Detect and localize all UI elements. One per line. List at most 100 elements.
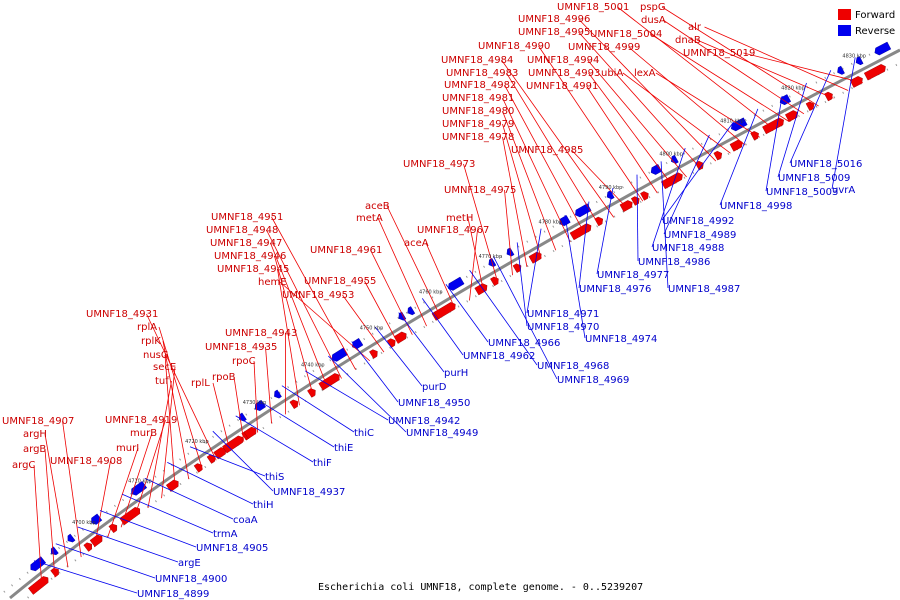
forward-leader-line: [587, 59, 687, 178]
forward-gene: [206, 454, 216, 464]
reverse-gene: [352, 338, 364, 350]
genome-caption: Escherichia coli UMNF18, complete genome…: [318, 582, 643, 593]
forward-gene: [750, 131, 759, 141]
reverse-leader-line: [789, 70, 832, 164]
reverse-gene-label: thiE: [334, 443, 353, 454]
forward-gene-label: secE: [153, 362, 176, 373]
reverse-gene-label: UMNF18_4899: [137, 589, 209, 600]
forward-gene-label: UMNF18_4935: [205, 342, 277, 353]
reverse-gene-label: UMNF18_4900: [155, 574, 227, 585]
forward-leader-line: [469, 229, 478, 301]
forward-gene-label: UMNF18_5004: [590, 29, 662, 40]
kbp-tick-label: 4830 kbp: [842, 53, 866, 59]
reverse-gene: [575, 203, 592, 218]
forward-gene-label: UMNF18_4945: [217, 264, 289, 275]
kbp-tick-label: 4770 kbp: [479, 254, 503, 260]
forward-leader-line: [164, 354, 176, 489]
forward-leader-line: [504, 189, 513, 276]
forward-gene-label: rplL: [191, 378, 210, 389]
forward-gene-label: UMNF18_4979: [442, 119, 514, 130]
reverse-leader-line: [663, 134, 710, 235]
reverse-gene-label: UMNF18_4976: [579, 284, 651, 295]
reverse-gene-label: UMNF18_4949: [406, 428, 478, 439]
reverse-gene-label: UMNF18_4992: [662, 216, 734, 227]
legend-reverse-swatch: [838, 25, 851, 36]
reverse-leader-line: [55, 543, 156, 579]
forward-leader-line: [650, 33, 790, 122]
forward-gene: [28, 576, 49, 595]
forward-leader-line: [274, 255, 314, 397]
forward-gene: [785, 110, 798, 122]
reverse-gene: [606, 190, 615, 200]
forward-leader-line: [655, 72, 761, 138]
forward-leader-line: [571, 149, 629, 210]
forward-gene-label: dnaB: [675, 35, 701, 46]
kbp-tick-label: 4710 kbp: [128, 479, 152, 485]
forward-gene: [863, 64, 886, 81]
forward-leader-line: [467, 217, 485, 293]
kbp-tick-label: 4740 kbp: [301, 362, 325, 368]
reverse-gene-label: UMNF18_4971: [527, 309, 599, 320]
reverse-leader-line: [516, 242, 528, 327]
reverse-leader-line: [421, 298, 464, 356]
forward-gene-label: UMNF18_4908: [50, 456, 122, 467]
reverse-gene-label: UMNF18_4905: [196, 543, 268, 554]
reverse-leader-line: [144, 477, 234, 520]
reverse-gene-label: argE: [178, 558, 201, 569]
reverse-gene-label: UMNF18_4998: [720, 201, 792, 212]
forward-leader-line: [628, 46, 746, 146]
reverse-leader-line: [122, 493, 214, 534]
reverse-leader-line: [77, 526, 179, 563]
forward-leader-line: [279, 281, 371, 362]
forward-gene-label: metA: [356, 213, 383, 224]
forward-gene: [369, 349, 378, 359]
forward-gene-label: UMNF18_4983: [446, 68, 518, 79]
forward-leader-line: [44, 433, 69, 568]
reverse-leader-line: [281, 385, 355, 433]
forward-gene-label: ubiA: [601, 68, 623, 79]
reverse-leader-line: [661, 121, 734, 221]
kbp-tick-label: 4720 kbp: [185, 439, 209, 445]
kbp-tick-label: 4790 kbp: [599, 185, 623, 191]
kbp-tick-label: 4780 kbp: [539, 219, 563, 225]
forward-leader-line: [253, 360, 259, 433]
forward-gene: [434, 302, 456, 320]
reverse-gene: [30, 556, 47, 572]
reverse-leader-line: [578, 201, 590, 289]
kbp-ticks: 4700 kbp 4710 kbp 4720 kbp 4730 kbp 4740 kbp…: [72, 53, 866, 525]
reverse-gene-label: UMNF18_4977: [597, 270, 669, 281]
genome-backbone: [9, 48, 900, 600]
forward-leader-line: [364, 280, 399, 344]
reverse-leader-line: [636, 174, 639, 262]
reverse-gene-label: UMNF18_4937: [273, 487, 345, 498]
reverse-gene-label: trmA: [213, 529, 238, 540]
forward-gene-label: UMNF18_4982: [444, 80, 516, 91]
reverse-gene: [448, 276, 465, 291]
forward-leader-line: [271, 216, 357, 370]
forward-leader-line: [617, 6, 775, 130]
reverse-gene-label: thiC: [354, 428, 374, 439]
forward-gene-label: UMNF18_4946: [214, 251, 286, 262]
forward-leader-line: [622, 72, 731, 154]
reverse-leader-line: [469, 269, 538, 366]
reverse-leader-line: [719, 108, 759, 206]
forward-gene-label: aceA: [404, 238, 429, 249]
reverse-leader-line: [304, 370, 389, 421]
forward-leader-line: [704, 26, 849, 91]
reverse-leader-line: [596, 187, 614, 275]
kbp-tick-label: 4760 kbp: [419, 289, 443, 295]
reverse-gene: [131, 480, 148, 496]
reverse-gene-label: UMNF18_4962: [463, 351, 535, 362]
forward-gene-label: hemE: [258, 277, 287, 288]
label-leader-lines: [33, 6, 863, 594]
forward-leader-line: [44, 448, 56, 578]
kbp-tick-label: 4750 kbp: [360, 325, 384, 331]
forward-gene: [83, 542, 92, 552]
forward-gene: [762, 117, 784, 135]
forward-leader-line: [377, 217, 427, 327]
forward-leader-line: [502, 136, 528, 267]
forward-gene-label: UMNF18_4995: [518, 27, 590, 38]
forward-leader-line: [538, 45, 644, 202]
forward-gene-label: UMNF18_4975: [444, 185, 516, 196]
